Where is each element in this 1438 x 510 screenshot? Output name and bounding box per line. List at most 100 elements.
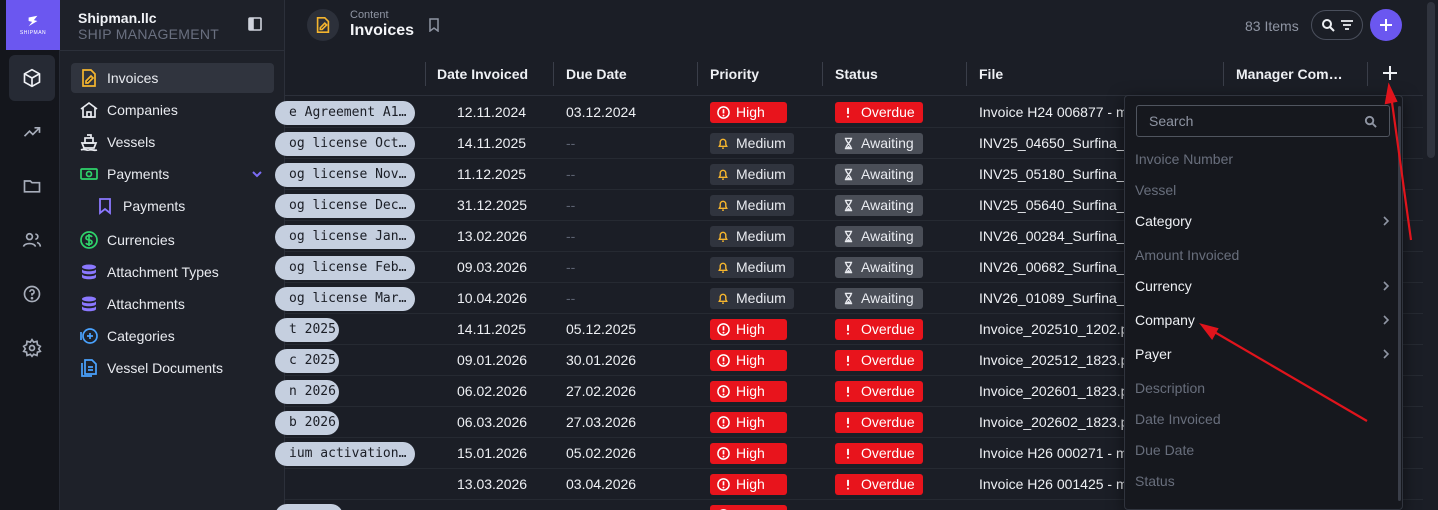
category-pill: og license Dec… — [275, 194, 415, 218]
nav-item-label: Vessel Documents — [107, 360, 223, 376]
alert-circle-icon — [716, 102, 730, 123]
table-row[interactable]: og license Feb… 09.03.2026 -- Medium Awaitin… — [275, 252, 1423, 283]
file-link[interactable]: Invoice_202601_1823.pc — [979, 383, 1125, 399]
table-row[interactable]: b 2026 06.03.2026 27.03.2026 High Overdue Inv… — [275, 407, 1423, 438]
file-link[interactable]: INV26_00682_Surfina_T — [979, 259, 1125, 275]
column-header-status[interactable]: Status — [835, 66, 878, 82]
column-header-manager-comment[interactable]: Manager Com… — [1236, 66, 1343, 82]
file-link[interactable]: INV25_05180_Surfina_T — [979, 166, 1125, 182]
priority-badge: Medium — [710, 226, 794, 247]
table-row[interactable]: og license Jan… 13.02.2026 -- Medium Awaitin… — [275, 221, 1423, 252]
column-option-currency[interactable]: Currency — [1135, 275, 1395, 297]
table-row[interactable]: og license Mar… 10.04.2026 -- Medium Awaitin… — [275, 283, 1423, 314]
column-divider[interactable] — [697, 62, 698, 86]
column-divider[interactable] — [822, 62, 823, 86]
status-label: Overdue — [861, 445, 915, 461]
nav-item-attachments[interactable]: Attachments — [71, 289, 274, 319]
menu-scrollbar[interactable] — [1398, 106, 1401, 501]
nav-item-attachment-types[interactable]: Attachment Types — [71, 257, 274, 287]
nav-item-vessel-documents[interactable]: Vessel Documents — [71, 353, 274, 383]
column-option-label: Currency — [1135, 278, 1192, 294]
file-link[interactable]: Invoice_202510_1202.pc — [979, 321, 1125, 337]
column-divider[interactable] — [1367, 62, 1368, 86]
file-link[interactable]: INV25_05640_Surfina_T — [979, 197, 1125, 213]
filter-icon[interactable] — [1340, 18, 1354, 32]
table-row[interactable]: e Agreement A1… 12.11.2024 03.12.2024 High O… — [275, 97, 1423, 128]
nav-item-payments[interactable]: Payments — [87, 191, 274, 221]
column-divider[interactable] — [1223, 62, 1224, 86]
table-row[interactable]: c 2025 09.01.2026 30.01.2026 High Overdue Inv… — [275, 345, 1423, 376]
nav-drawer: Shipman.llc SHIP MANAGEMENT Invoices Com… — [60, 0, 285, 510]
table-row[interactable]: 13.03.2026 03.04.2026 High Overdue Invoice H… — [285, 469, 1423, 500]
rail-files-button[interactable] — [9, 163, 55, 209]
priority-label: High — [736, 352, 765, 368]
status-label: Awaiting — [861, 135, 914, 151]
bookmark-icon[interactable] — [428, 18, 440, 32]
column-option-status[interactable]: Status — [1135, 470, 1395, 492]
column-header-due-date[interactable]: Due Date — [566, 66, 627, 82]
file-link[interactable]: Invoice H26 000271 - m — [979, 445, 1125, 461]
nav-item-payments-group[interactable]: Payments — [71, 159, 274, 189]
column-option-date-invoiced[interactable]: Date Invoiced — [1135, 408, 1395, 430]
column-option-invoice-number[interactable]: Invoice Number — [1135, 148, 1395, 170]
nav-item-currencies[interactable]: Currencies — [71, 225, 274, 255]
rail-help-button[interactable] — [9, 271, 55, 317]
column-header-priority[interactable]: Priority — [710, 66, 760, 82]
file-link[interactable]: Invoice_202602_1823.pc — [979, 414, 1125, 430]
exclamation-icon — [841, 412, 855, 433]
app-logo[interactable]: SHIPMAN — [6, 0, 60, 50]
add-column-icon[interactable] — [1381, 64, 1399, 82]
file-link[interactable]: Invoice H24 006877 - m — [979, 104, 1125, 120]
table-row[interactable]: og license Dec… 31.12.2025 -- Medium Awaitin… — [275, 190, 1423, 221]
nav-item-invoices[interactable]: Invoices — [71, 63, 274, 93]
column-option-company[interactable]: Company — [1135, 309, 1395, 331]
column-divider[interactable] — [425, 62, 426, 86]
file-link[interactable]: INV26_01089_Surfina_T — [979, 290, 1125, 306]
column-header-date-invoiced[interactable]: Date Invoiced — [437, 66, 529, 82]
table-row[interactable]: og license Nov… 11.12.2025 -- Medium Awaitin… — [275, 159, 1423, 190]
table-row[interactable]: t 2025 14.11.2025 05.12.2025 High Overdue Inv… — [275, 314, 1423, 345]
column-option-payer[interactable]: Payer — [1135, 343, 1395, 365]
breadcrumb[interactable]: Content — [350, 9, 389, 21]
file-link[interactable] — [979, 500, 1125, 510]
rail-settings-button[interactable] — [9, 325, 55, 371]
plus-icon — [1380, 19, 1392, 31]
collapse-sidebar-icon[interactable] — [247, 16, 263, 32]
nav-item-vessels[interactable]: Vessels — [71, 127, 274, 157]
nav-item-categories[interactable]: Categories — [71, 321, 274, 351]
column-option-description[interactable]: Description — [1135, 377, 1395, 399]
priority-label: High — [736, 445, 765, 461]
column-search-input[interactable] — [1137, 106, 1347, 136]
status-badge: Awaiting — [835, 195, 923, 216]
file-link[interactable]: INV26_00284_Surfina_T — [979, 228, 1125, 244]
column-option-category[interactable]: Category — [1135, 210, 1395, 232]
nav-item-label: Categories — [107, 328, 175, 344]
column-divider[interactable] — [966, 62, 967, 86]
search-icon[interactable] — [1321, 18, 1335, 32]
page-scrollbar[interactable] — [1424, 0, 1438, 510]
file-link[interactable]: Invoice H26 001425 - m — [979, 476, 1125, 492]
exclamation-icon — [841, 319, 855, 340]
nav-item-companies[interactable]: Companies — [71, 95, 274, 125]
rail-insights-button[interactable] — [9, 109, 55, 155]
status-badge: Awaiting — [835, 226, 923, 247]
priority-label: High — [736, 104, 765, 120]
column-divider[interactable] — [553, 62, 554, 86]
file-link[interactable]: INV25_04650_Surfina_T — [979, 135, 1125, 151]
rail-users-button[interactable] — [9, 217, 55, 263]
due-date-cell: 05.02.2026 — [566, 445, 637, 461]
exclamation-icon — [841, 381, 855, 402]
column-header-file[interactable]: File — [979, 66, 1004, 82]
rail-content-button[interactable] — [9, 55, 55, 101]
table-row[interactable]: ium activation… 15.01.2026 05.02.2026 High O… — [275, 438, 1423, 469]
column-option-amount-invoiced[interactable]: Amount Invoiced — [1135, 244, 1395, 266]
column-option-vessel[interactable]: Vessel — [1135, 179, 1395, 201]
table-row[interactable]: n 2026 06.02.2026 27.02.2026 High Overdue Inv… — [275, 376, 1423, 407]
add-item-button[interactable] — [1370, 9, 1402, 41]
page-scrollbar-thumb[interactable] — [1427, 2, 1435, 158]
column-option-due-date[interactable]: Due Date — [1135, 439, 1395, 461]
due-date-cell: 03.04.2026 — [566, 476, 637, 492]
file-link[interactable]: Invoice_202512_1823.pc — [979, 352, 1125, 368]
bookmark-icon — [95, 196, 115, 216]
table-row[interactable]: og license Oct… 14.11.2025 -- Medium Awaitin… — [275, 128, 1423, 159]
